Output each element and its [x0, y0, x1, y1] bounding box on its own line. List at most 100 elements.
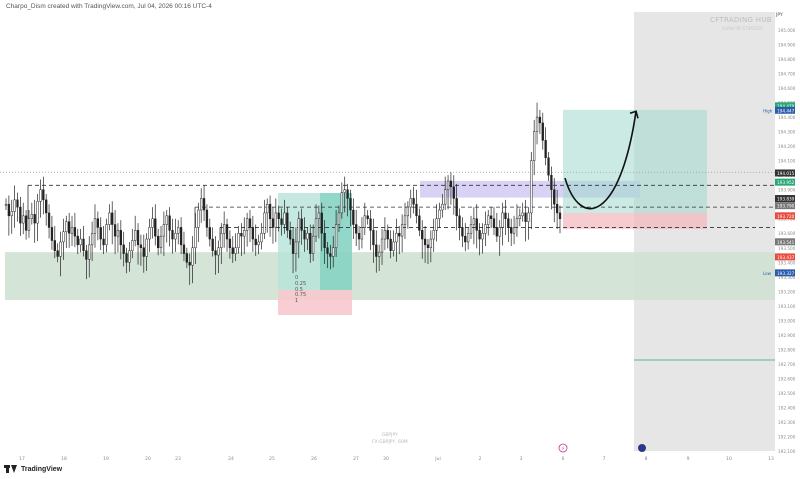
candle-body — [369, 218, 372, 231]
candle-body — [317, 212, 321, 219]
x-tick-label: 19 — [103, 456, 109, 462]
candle-body — [412, 198, 415, 205]
candle-body — [225, 224, 229, 240]
price-label-kind: Low — [763, 271, 772, 276]
candle-body — [16, 199, 19, 208]
candle-body — [162, 224, 166, 237]
candle-body — [337, 212, 341, 225]
candle-body — [136, 230, 140, 246]
x-tick-label: 9 — [687, 456, 690, 462]
candle-body — [93, 218, 97, 234]
price-label: 193.839 — [777, 197, 795, 202]
x-tick-label: 10 — [726, 456, 732, 462]
candle-body — [53, 240, 56, 251]
price-label-bg — [775, 269, 795, 277]
y-tick-label: 193.500 — [778, 246, 796, 251]
candle-body — [27, 218, 31, 231]
candle-body — [449, 180, 453, 188]
candle-body — [283, 212, 286, 225]
candle-body — [406, 206, 410, 217]
candle-body — [7, 203, 11, 217]
candle-body — [512, 227, 516, 234]
candle-body — [314, 218, 318, 237]
y-tick-label: 193.400 — [778, 260, 796, 265]
candle-body — [99, 227, 102, 240]
candle-body — [461, 227, 464, 237]
price-levels — [0, 171, 775, 361]
candle-body — [484, 224, 487, 234]
y-tick-label: 192.100 — [778, 449, 796, 454]
candle-body — [96, 218, 100, 228]
candle-body — [251, 227, 255, 240]
y-tick-label: 194.700 — [778, 72, 796, 77]
candle-body — [334, 224, 338, 249]
symbol-watermark: GBPJPY FX:GBPJPY, 60M — [372, 432, 408, 446]
candle-body — [303, 230, 306, 240]
candle-body — [197, 209, 200, 228]
y-tick-label: 194.900 — [778, 43, 796, 48]
candle-body — [240, 232, 243, 237]
candle-body — [208, 227, 211, 240]
candle-body — [340, 192, 343, 214]
candle-body — [478, 230, 481, 240]
candle-body — [533, 131, 536, 161]
candle-body — [70, 227, 74, 234]
candle-body — [515, 218, 519, 228]
candle-body — [294, 241, 298, 254]
lightning-icon — [558, 443, 568, 453]
candle-body — [154, 218, 157, 237]
candle-body — [555, 203, 559, 214]
candle-body — [352, 209, 355, 225]
candle-body — [116, 230, 120, 237]
fib-label: 0 — [295, 275, 298, 281]
candles — [4, 102, 562, 285]
candle-body — [389, 238, 392, 251]
candle-body — [538, 116, 542, 124]
candle-body — [188, 262, 191, 266]
watermark-subtitle: ALPHA BY STRATEGY — [722, 26, 763, 31]
candle-body — [323, 232, 326, 249]
candle-body — [266, 203, 269, 214]
price-label-bg — [775, 212, 795, 220]
candle-body — [395, 232, 398, 243]
candle-body — [464, 235, 467, 243]
stop-zone — [563, 212, 707, 229]
candle-body — [438, 209, 441, 219]
tradingview-brand[interactable]: TradingView — [4, 465, 62, 473]
candle-body — [530, 160, 533, 214]
candle-body — [76, 235, 79, 246]
candle-body — [24, 215, 28, 231]
x-tick-label: 30 — [383, 456, 389, 462]
price-label-kind: High — [763, 108, 773, 113]
candle-body — [56, 250, 59, 257]
candle-body — [429, 238, 432, 249]
price-label-bg — [775, 102, 795, 110]
y-tick-label: 194.300 — [778, 130, 796, 135]
price-axis: 195.000194.900194.800194.700194.600194.5… — [763, 28, 796, 454]
price-label: 193.327 — [777, 271, 795, 276]
candle-body — [550, 174, 553, 190]
x-tick-label: 7 — [603, 456, 606, 462]
candle-body — [357, 232, 361, 240]
candle-body — [455, 198, 458, 217]
price-label-bg — [775, 253, 795, 261]
overlay — [564, 110, 639, 210]
candle-body — [481, 232, 484, 240]
candle-body — [105, 224, 108, 246]
candle-body — [277, 212, 280, 219]
y-tick-label: 192.500 — [778, 391, 796, 396]
candle-body — [174, 232, 177, 240]
y-tick-label: 193.200 — [778, 289, 796, 294]
candle-body — [182, 244, 186, 254]
candle-body — [102, 238, 105, 246]
price-label: 193.790 — [777, 204, 795, 209]
x-tick-label: 20 — [145, 456, 151, 462]
candle-body — [360, 227, 364, 240]
candle-body — [194, 227, 197, 249]
candle-body — [231, 247, 234, 254]
candle-body — [289, 230, 292, 240]
candle-body — [234, 247, 237, 254]
candle-body — [62, 231, 65, 243]
candle-body — [441, 203, 444, 211]
candle-body — [363, 215, 366, 228]
